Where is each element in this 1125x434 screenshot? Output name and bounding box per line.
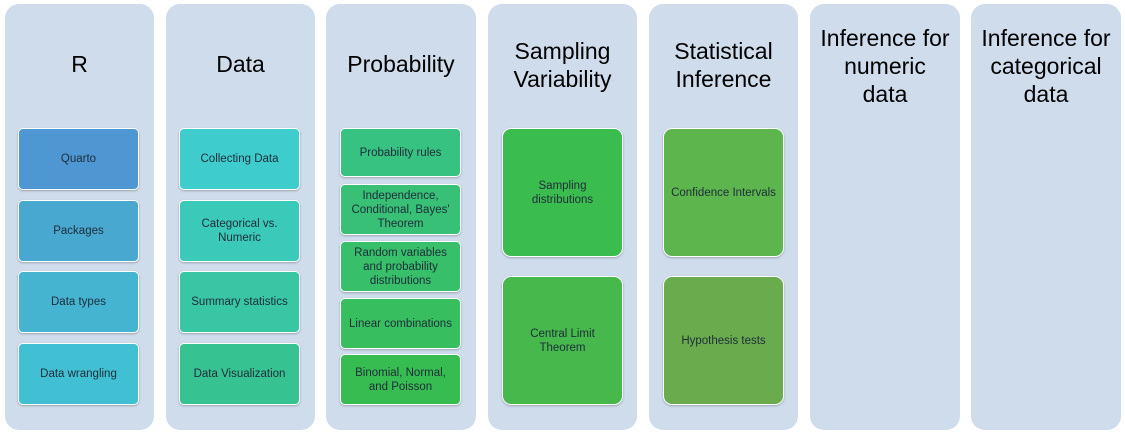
topic-box: Independence, Conditional, Bayes' Theore… bbox=[340, 184, 461, 235]
column-title: Statistical Inference bbox=[674, 38, 773, 92]
topic-box: Central Limit Theorem bbox=[502, 276, 623, 405]
column-3: Probability Probability rules Independence… bbox=[326, 4, 476, 430]
column-2: Data Collecting Data Categorical vs. Numer… bbox=[166, 4, 315, 430]
column-title: R bbox=[71, 51, 88, 77]
topic-box: Packages bbox=[18, 200, 139, 262]
column-title: Inference for numeric data bbox=[820, 25, 950, 107]
topic-box: Random variables and probability distrib… bbox=[340, 241, 461, 292]
column-title: Inference for categorical data bbox=[981, 25, 1111, 107]
topic-box: Summary statistics bbox=[179, 271, 300, 333]
column-title: Data bbox=[216, 51, 265, 77]
topic-box: Collecting Data bbox=[179, 128, 300, 190]
column-6: Inference for numeric data bbox=[810, 4, 960, 430]
column-4: Sampling Variability Sampling distributio… bbox=[488, 4, 637, 430]
topic-box: Linear combinations bbox=[340, 298, 461, 349]
column-5: Statistical Inference Confidence Interval… bbox=[649, 4, 798, 430]
topic-box: Data Visualization bbox=[179, 343, 300, 405]
column-title: Sampling Variability bbox=[513, 38, 612, 92]
topic-box: Sampling distributions bbox=[502, 128, 623, 257]
column-7: Inference for categorical data bbox=[971, 4, 1121, 430]
topic-box: Probability rules bbox=[340, 128, 461, 177]
column-title: Probability bbox=[347, 51, 455, 77]
column-1: R Quarto Packages Data types Data wrangling bbox=[5, 4, 154, 430]
topic-box: Binomial, Normal, and Poisson bbox=[340, 354, 461, 405]
topic-box: Data types bbox=[18, 271, 139, 333]
topic-box: Confidence Intervals bbox=[663, 128, 784, 257]
topic-box: Hypothesis tests bbox=[663, 276, 784, 405]
topic-box: Categorical vs. Numeric bbox=[179, 200, 300, 262]
topic-box: Quarto bbox=[18, 128, 139, 190]
topic-box: Data wrangling bbox=[18, 343, 139, 405]
